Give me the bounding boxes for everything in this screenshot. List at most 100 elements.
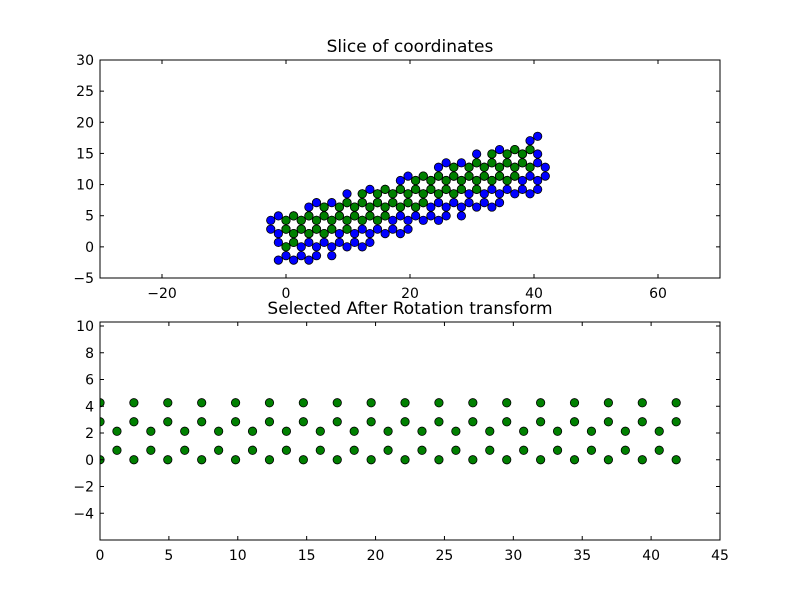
bottom-x-tick-label: 25 xyxy=(436,548,454,564)
top-selected-point xyxy=(319,211,329,221)
top-all-point xyxy=(502,184,512,194)
bottom-selected-point xyxy=(247,426,258,436)
top-selected-point xyxy=(281,215,291,225)
top-selected-point xyxy=(350,211,360,221)
bottom-selected-point xyxy=(637,455,647,465)
bottom-selected-point xyxy=(569,455,580,465)
top-selected-point xyxy=(502,158,512,168)
top-selected-point xyxy=(418,198,428,208)
top-selected-point xyxy=(449,162,459,172)
top-selected-point xyxy=(510,171,520,181)
top-selected-point xyxy=(441,175,451,186)
bottom-selected-point xyxy=(315,445,325,455)
top-all-point xyxy=(395,211,405,221)
top-all-point xyxy=(296,242,306,252)
top-selected-point xyxy=(319,202,329,212)
top-y-tick-label: 10 xyxy=(76,178,94,194)
top-all-point xyxy=(456,202,466,212)
top-all-point xyxy=(334,228,344,239)
top-all-point xyxy=(273,211,283,221)
top-all-point xyxy=(357,242,367,252)
top-all-point xyxy=(350,237,360,248)
bottom-chart-axes-frame xyxy=(99,321,721,541)
top-selected-point xyxy=(403,189,413,199)
top-all-point xyxy=(494,144,505,155)
top-selected-point xyxy=(418,189,428,199)
top-all-point xyxy=(403,224,413,234)
top-all-point xyxy=(266,224,276,234)
bottom-selected-point xyxy=(502,455,512,465)
top-selected-point xyxy=(433,171,444,181)
top-all-point xyxy=(441,211,451,221)
top-selected-point xyxy=(380,202,390,212)
bottom-selected-point xyxy=(586,426,597,436)
top-selected-point xyxy=(380,211,390,221)
top-x-tick-label: 40 xyxy=(525,286,543,302)
top-x-tick-label: 60 xyxy=(649,286,667,302)
top-all-point xyxy=(296,251,306,261)
top-selected-point xyxy=(372,198,383,208)
top-all-point xyxy=(311,198,322,208)
top-selected-point xyxy=(517,149,528,159)
bottom-selected-point xyxy=(519,426,529,436)
top-all-point xyxy=(365,184,375,194)
bottom-y-tick-label: 0 xyxy=(85,453,94,469)
bottom-selected-point xyxy=(654,426,664,436)
top-all-point xyxy=(433,162,444,172)
bottom-y-tick-label: 10 xyxy=(76,319,94,335)
top-all-point xyxy=(479,198,489,208)
bottom-selected-point xyxy=(298,455,308,465)
bottom-selected-point xyxy=(332,455,342,465)
top-all-point xyxy=(479,189,489,199)
top-selected-point xyxy=(319,228,329,239)
bottom-selected-point xyxy=(400,417,410,427)
bottom-x-tick-label: 30 xyxy=(504,548,522,564)
top-all-point xyxy=(426,202,436,212)
bottom-selected-point xyxy=(536,398,546,408)
top-selected-point xyxy=(525,144,535,155)
bottom-selected-point xyxy=(332,398,342,408)
top-selected-point xyxy=(449,171,459,181)
top-selected-point xyxy=(464,171,474,181)
bottom-x-tick-label: 10 xyxy=(229,548,247,564)
top-all-point xyxy=(403,171,413,181)
top-y-tick-label: 5 xyxy=(85,209,94,225)
top-all-point xyxy=(327,198,337,208)
bottom-selected-point xyxy=(214,445,224,455)
top-chart-points xyxy=(266,131,550,265)
bottom-selected-point xyxy=(264,398,275,408)
top-all-point xyxy=(464,198,474,208)
top-y-tick-label: 15 xyxy=(76,146,94,162)
top-all-point xyxy=(533,149,543,159)
top-selected-point xyxy=(510,162,520,172)
bottom-selected-point xyxy=(451,445,461,455)
top-all-point xyxy=(533,131,543,141)
top-selected-point xyxy=(350,202,360,212)
top-selected-point xyxy=(472,184,482,194)
top-x-tick-label: −20 xyxy=(147,286,177,302)
top-all-point xyxy=(304,255,314,265)
top-selected-point xyxy=(525,162,535,172)
top-all-point xyxy=(472,149,482,159)
top-all-point xyxy=(433,198,444,208)
bottom-selected-point xyxy=(366,398,376,408)
top-all-point xyxy=(510,189,520,199)
bottom-selected-point xyxy=(552,426,563,436)
top-all-point xyxy=(411,211,421,221)
bottom-selected-point xyxy=(197,417,207,427)
top-selected-point xyxy=(472,175,482,186)
bottom-selected-point xyxy=(400,398,410,408)
top-all-point xyxy=(388,224,398,234)
top-all-point xyxy=(533,175,543,186)
top-all-point xyxy=(357,224,367,234)
top-all-point xyxy=(540,162,550,172)
top-all-point xyxy=(494,189,505,199)
bottom-selected-point xyxy=(485,426,495,436)
bottom-selected-point xyxy=(281,445,292,455)
bottom-x-tick-label: 0 xyxy=(96,548,105,564)
top-selected-point xyxy=(372,189,383,199)
bottom-selected-point xyxy=(417,445,427,455)
top-selected-point xyxy=(342,215,352,225)
top-all-point xyxy=(319,237,329,248)
